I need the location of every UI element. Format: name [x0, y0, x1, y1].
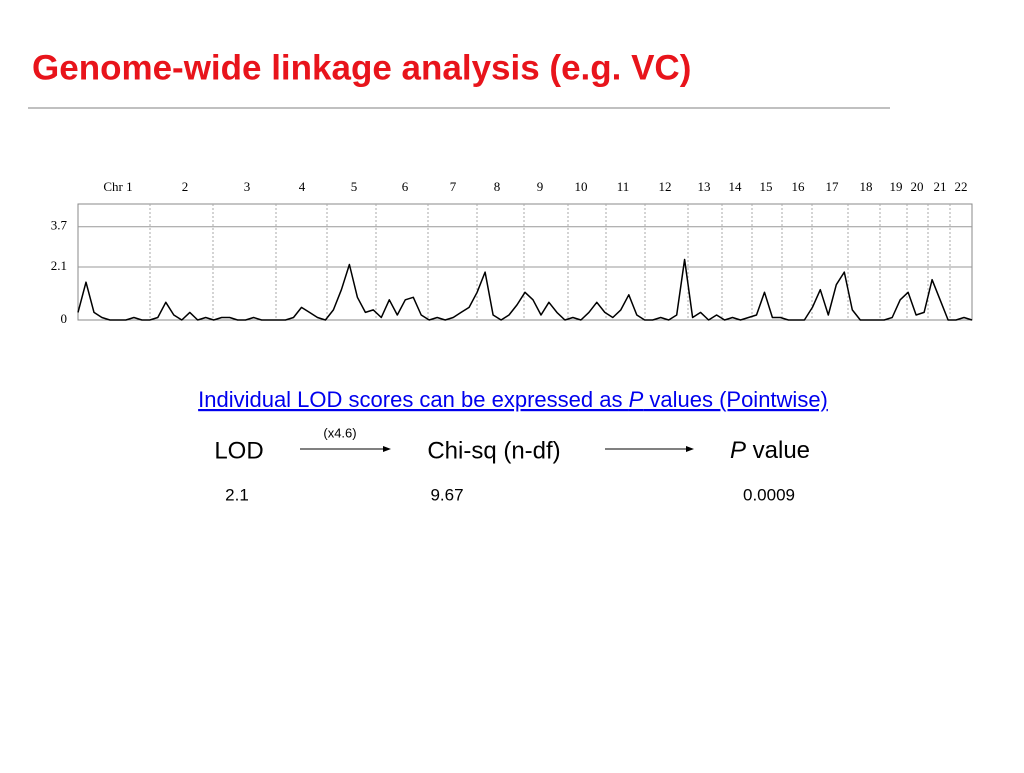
flow-label: LOD	[214, 437, 263, 464]
flow-value: 2.1	[225, 485, 249, 504]
y-tick-label: 3.7	[51, 218, 68, 233]
chromosome-label: 10	[575, 179, 588, 194]
linkage-chart: 0 2.1 3.7 Chr 1 2 3 4 5 6 7 8 9 10 11 12 13 14 15 16 17 18 19…	[51, 179, 973, 326]
chromosome-label: Chr 1	[103, 179, 132, 194]
plot-frame	[77, 203, 973, 321]
flow-text: value	[746, 437, 810, 464]
heading-italic: P	[629, 387, 644, 412]
chromosome-label: 16	[792, 179, 806, 194]
chromosome-label: 18	[860, 179, 873, 194]
chromosome-label: 15	[760, 179, 773, 194]
chromosome-label: 4	[299, 179, 306, 194]
chromosome-label: 3	[244, 179, 251, 194]
heading-text: Individual LOD scores can be expressed a…	[198, 387, 628, 412]
chromosome-label: 6	[402, 179, 409, 194]
slide-title: Genome-wide linkage analysis (e.g. VC)	[32, 48, 691, 87]
chromosome-label: 2	[182, 179, 189, 194]
chromosome-label: 20	[911, 179, 924, 194]
heading-text: values (Pointwise)	[643, 387, 828, 412]
y-tick-label: 0	[61, 311, 68, 326]
flow-value: 0.0009	[743, 485, 795, 504]
chromosome-label: 5	[351, 179, 358, 194]
chromosome-label: 8	[494, 179, 501, 194]
flow-value: 9.67	[430, 485, 463, 504]
chromosome-label: 14	[729, 179, 743, 194]
y-tick-label: 2.1	[51, 258, 67, 273]
flow-label: Chi-sq (n-df)	[427, 437, 560, 464]
lod-trace	[77, 258, 973, 321]
flow-label: P value	[730, 437, 810, 464]
chromosome-label: 22	[955, 179, 968, 194]
arrowhead	[383, 446, 391, 452]
chromosome-label: 21	[934, 179, 947, 194]
heading-link[interactable]: Individual LOD scores can be expressed a…	[198, 387, 828, 412]
chromosome-label: 11	[617, 179, 630, 194]
chromosome-label: 12	[659, 179, 672, 194]
chromosome-label: 9	[537, 179, 544, 194]
chromosome-label: 19	[890, 179, 903, 194]
flow-italic: P	[730, 437, 746, 464]
chromosome-label: 17	[826, 179, 840, 194]
flow-factor: (x4.6)	[323, 425, 356, 440]
arrowhead	[686, 446, 694, 452]
chromosome-label: 13	[698, 179, 711, 194]
chromosome-label: 7	[450, 179, 457, 194]
